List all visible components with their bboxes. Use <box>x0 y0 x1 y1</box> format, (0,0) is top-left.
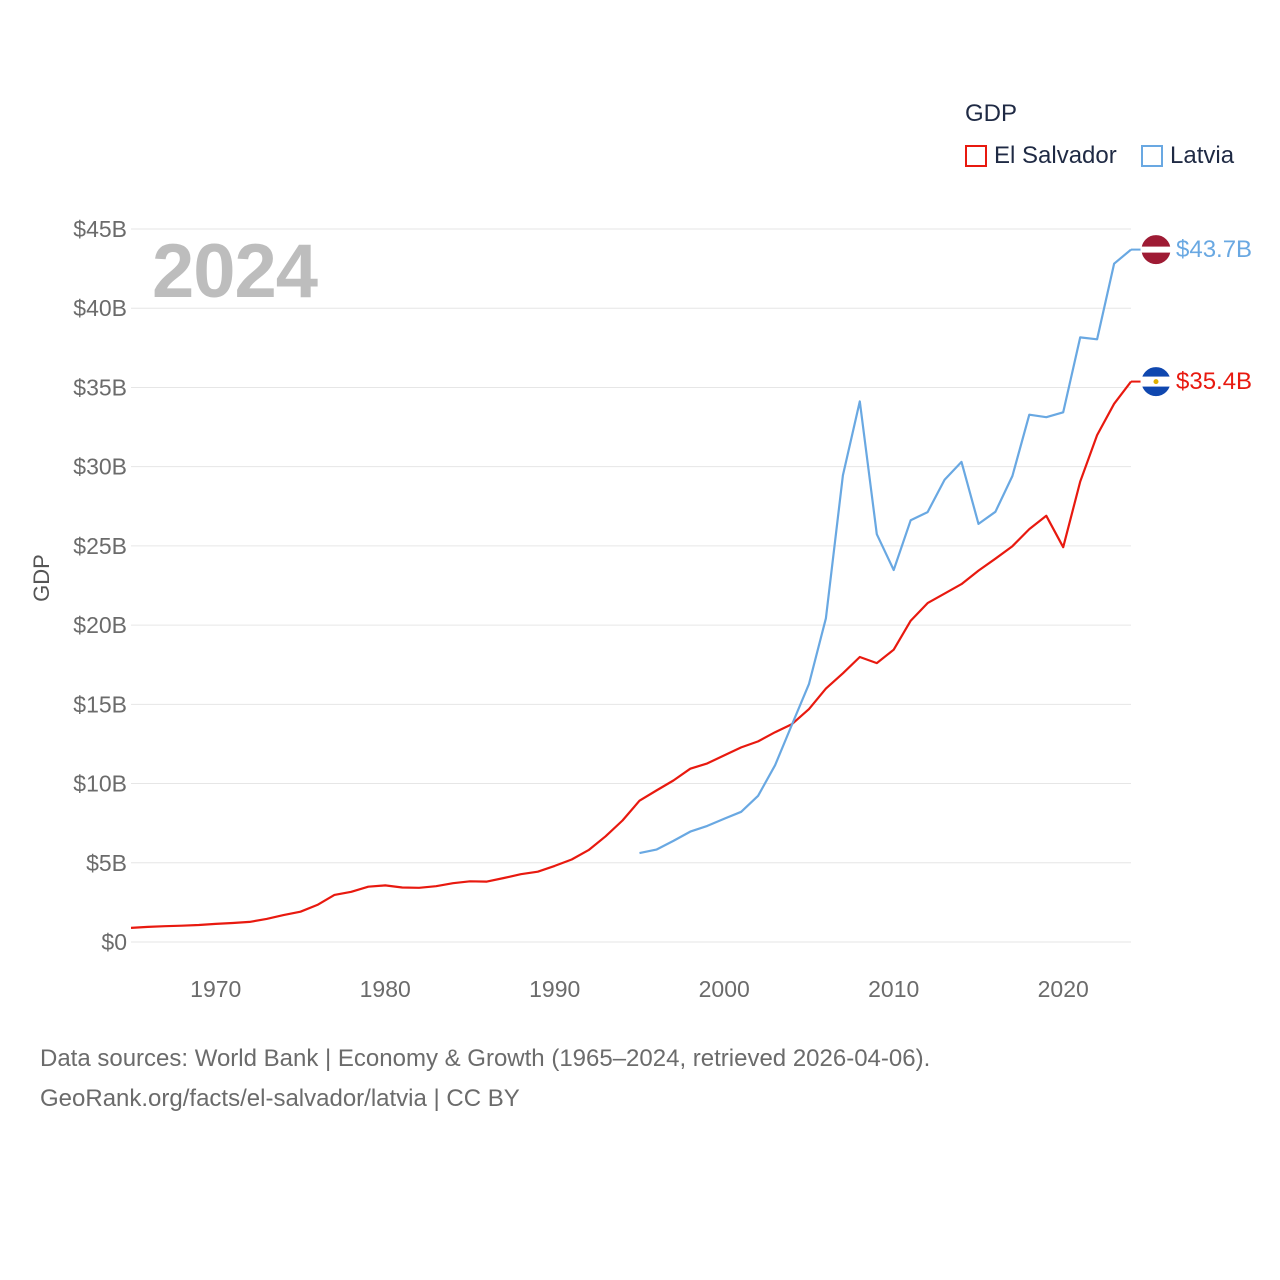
legend-swatch-latvia <box>1141 145 1163 167</box>
x-tick-label: 2000 <box>699 976 750 1002</box>
end-value-el-salvador: $35.4B <box>1176 367 1253 395</box>
y-tick-label: $10B <box>73 771 127 797</box>
x-tick-label: 1980 <box>360 976 411 1002</box>
series-line-latvia <box>639 248 1132 855</box>
legend-label-latvia: Latvia <box>1170 142 1235 169</box>
y-tick-label: $35B <box>73 374 127 400</box>
end-value-latvia: $43.7B <box>1176 235 1253 263</box>
source-line-2[interactable]: GeoRank.org/facts/el-salvador/latvia | C… <box>40 1085 520 1112</box>
y-tick-label: $20B <box>73 612 127 638</box>
y-tick-label: $15B <box>73 691 127 717</box>
y-tick-label: $30B <box>73 454 127 480</box>
y-tick-label: $5B <box>86 850 127 876</box>
year-label: 2024 <box>152 229 318 314</box>
legend-item-latvia[interactable]: Latvia <box>1141 142 1234 170</box>
x-tick-label: 1990 <box>529 976 580 1002</box>
el-salvador-flag-icon <box>1140 366 1172 398</box>
x-tick-label: 2020 <box>1038 976 1089 1002</box>
y-tick-label: $25B <box>73 533 127 559</box>
y-tick-label: $0 <box>101 929 127 955</box>
y-tick-label: $45B <box>73 216 127 242</box>
legend-item-el-salvador[interactable]: El Salvador <box>965 142 1117 170</box>
x-tick-label: 2010 <box>868 976 919 1002</box>
legend-label-el-salvador: El Salvador <box>994 142 1117 169</box>
legend-title: GDP <box>965 100 1018 127</box>
source-line-1: Data sources: World Bank | Economy & Gro… <box>40 1045 931 1072</box>
x-tick-label: 1970 <box>190 976 241 1002</box>
y-tick-label: $40B <box>73 295 127 321</box>
legend-swatch-el-salvador <box>965 145 987 167</box>
series-line-el-salvador <box>130 380 1132 929</box>
latvia-flag-icon <box>1140 234 1172 266</box>
y-axis-label: GDP <box>29 554 54 602</box>
